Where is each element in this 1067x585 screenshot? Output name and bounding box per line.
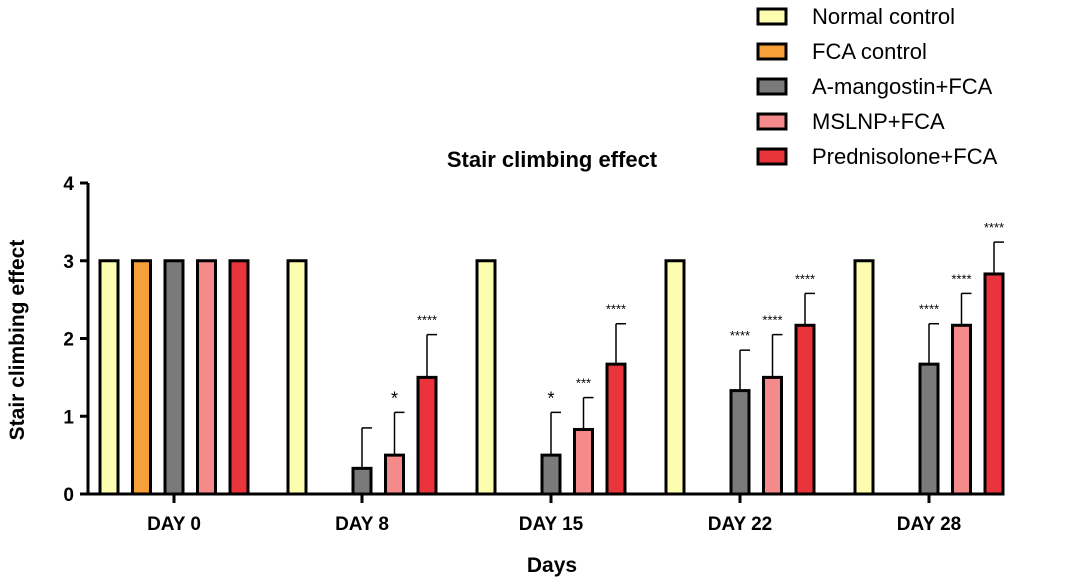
legend-label: MSLNP+FCA	[812, 109, 945, 134]
significance-label: ****	[730, 328, 750, 343]
bar	[351, 466, 373, 496]
bar	[762, 375, 783, 496]
significance-label: ****	[795, 271, 815, 286]
bar	[131, 259, 152, 496]
significance-label: ****	[606, 302, 626, 317]
legend-swatch	[756, 112, 788, 131]
x-tick-label: DAY 28	[897, 514, 961, 535]
x-tick-label: DAY 22	[708, 514, 772, 535]
legend: Normal control FCA control A-mangostin+FCA…	[756, 4, 998, 169]
y-tick-label: 0	[63, 485, 74, 506]
bar	[729, 389, 751, 496]
legend-label: Normal control	[812, 4, 955, 29]
bar	[983, 272, 1005, 496]
legend-swatch	[756, 147, 788, 166]
bar	[384, 453, 405, 496]
significance-label: ****	[919, 302, 939, 317]
bar	[163, 259, 185, 496]
significance-label: *	[547, 388, 554, 408]
y-tick-label: 3	[63, 252, 74, 273]
significance-label: ****	[417, 313, 437, 328]
bar	[540, 453, 562, 496]
x-tick-label: DAY 8	[335, 514, 389, 535]
bar	[573, 427, 594, 496]
bar	[918, 362, 940, 496]
bar	[853, 259, 875, 496]
bar	[951, 323, 972, 496]
x-axis-label: Days	[527, 554, 577, 577]
bar	[664, 259, 686, 496]
x-tick-label: DAY 0	[147, 514, 201, 535]
bar	[794, 323, 816, 496]
bar	[98, 259, 120, 496]
y-tick-label: 1	[63, 407, 74, 428]
bar	[286, 259, 308, 496]
legend-swatch	[756, 77, 788, 96]
bar	[416, 375, 438, 496]
legend-label: FCA control	[812, 39, 927, 64]
y-tick-label: 2	[63, 330, 74, 351]
chart-title: Stair climbing effect	[447, 147, 658, 172]
plot-area: 01234***********************************…	[63, 174, 1005, 535]
bar	[228, 259, 250, 496]
y-axis-label: Stair climbing effect	[6, 240, 29, 441]
significance-label: *	[391, 388, 398, 408]
x-tick-label: DAY 15	[519, 514, 584, 535]
significance-label: ***	[576, 376, 591, 391]
legend-label: Prednisolone+FCA	[812, 144, 998, 169]
y-tick-label: 4	[63, 174, 74, 195]
significance-label: ****	[984, 220, 1004, 235]
legend-swatch	[756, 42, 788, 61]
legend-label: A-mangostin+FCA	[812, 74, 993, 99]
bar	[196, 259, 217, 496]
bar	[605, 362, 627, 496]
bar	[475, 259, 497, 496]
significance-label: ****	[951, 271, 971, 286]
significance-label: ****	[762, 313, 782, 328]
legend-swatch	[756, 7, 788, 26]
